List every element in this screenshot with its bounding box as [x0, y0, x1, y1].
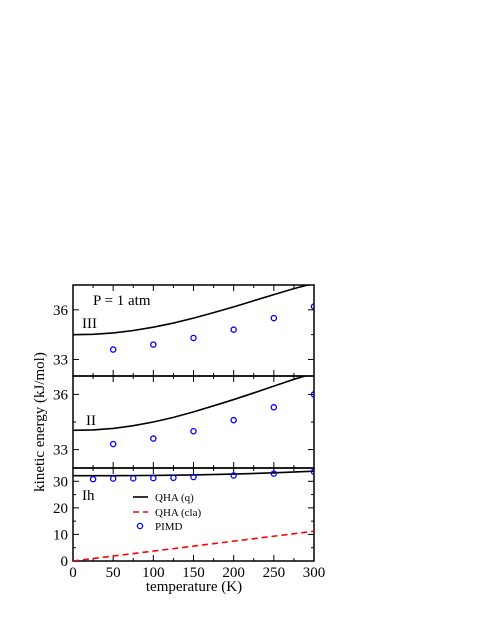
point-pimd-iii: [230, 326, 237, 333]
point-pimd-ii: [230, 416, 237, 424]
point-pimd-ii: [150, 435, 157, 442]
y-tick-label-ii: 36: [53, 387, 69, 403]
y-tick-label-iii: 33: [53, 352, 68, 368]
x-tick-label: 300: [303, 565, 326, 581]
point-pimd-iii: [190, 334, 197, 342]
y-tick-label-ih: 20: [53, 501, 68, 517]
legend-label-pimd: PIMD: [155, 521, 183, 533]
y-tick-label-ih: 0: [61, 554, 69, 570]
point-pimd-ii: [310, 391, 314, 398]
x-axis-title: temperature (K): [146, 579, 242, 595]
y-axis-title: kinetic energy (kJ/mol): [32, 352, 48, 492]
point-pimd-iii: [270, 314, 278, 322]
panel-label-ii: II: [86, 413, 96, 429]
line-qha-q-iii: [73, 285, 311, 336]
legend: QHA (q) QHA (cla) PIMD: [133, 492, 201, 533]
y-tick-label-iii: 36: [53, 303, 69, 319]
point-pimd-ii: [109, 440, 117, 448]
point-pimd-ih: [270, 470, 278, 477]
point-pimd-iii: [310, 303, 314, 310]
x-tick-label: 150: [182, 565, 205, 581]
panel-label-iii: III: [82, 316, 97, 332]
x-tick-label: 100: [142, 565, 165, 581]
y-tick-label-ih: 10: [53, 527, 68, 543]
point-pimd-ih: [109, 475, 117, 482]
x-tick-label: 50: [106, 565, 121, 581]
point-pimd-ih: [170, 474, 177, 482]
x-tick-label: 0: [69, 565, 77, 581]
point-pimd-ih: [190, 473, 197, 481]
legend-label-qha-cla: QHA (cla): [155, 507, 201, 519]
point-pimd-ih: [230, 472, 237, 479]
legend-label-qha-q: QHA (q): [155, 492, 194, 504]
line-qha-cla-ih: [73, 530, 314, 561]
x-tick-label: 250: [263, 565, 286, 581]
line-qha-q-ii: [73, 376, 308, 432]
point-pimd-ih: [89, 475, 97, 483]
point-pimd-iii: [150, 341, 157, 348]
y-tick-label-ih: 30: [53, 474, 68, 490]
legend-swatch-pimd: [136, 522, 144, 530]
panel-frame-ii: [72, 375, 315, 469]
pressure-annotation: P = 1 atm: [93, 293, 151, 309]
point-pimd-ih: [150, 474, 157, 482]
point-pimd-ii: [190, 427, 197, 435]
x-tick-label: 200: [222, 565, 245, 581]
point-pimd-iii: [109, 346, 117, 353]
y-tick-label-ii: 33: [53, 443, 68, 459]
panel-label-ih: Ih: [82, 488, 95, 504]
point-pimd-ii: [270, 404, 278, 411]
point-pimd-ih: [129, 475, 137, 482]
point-pimd-ih: [310, 468, 314, 475]
